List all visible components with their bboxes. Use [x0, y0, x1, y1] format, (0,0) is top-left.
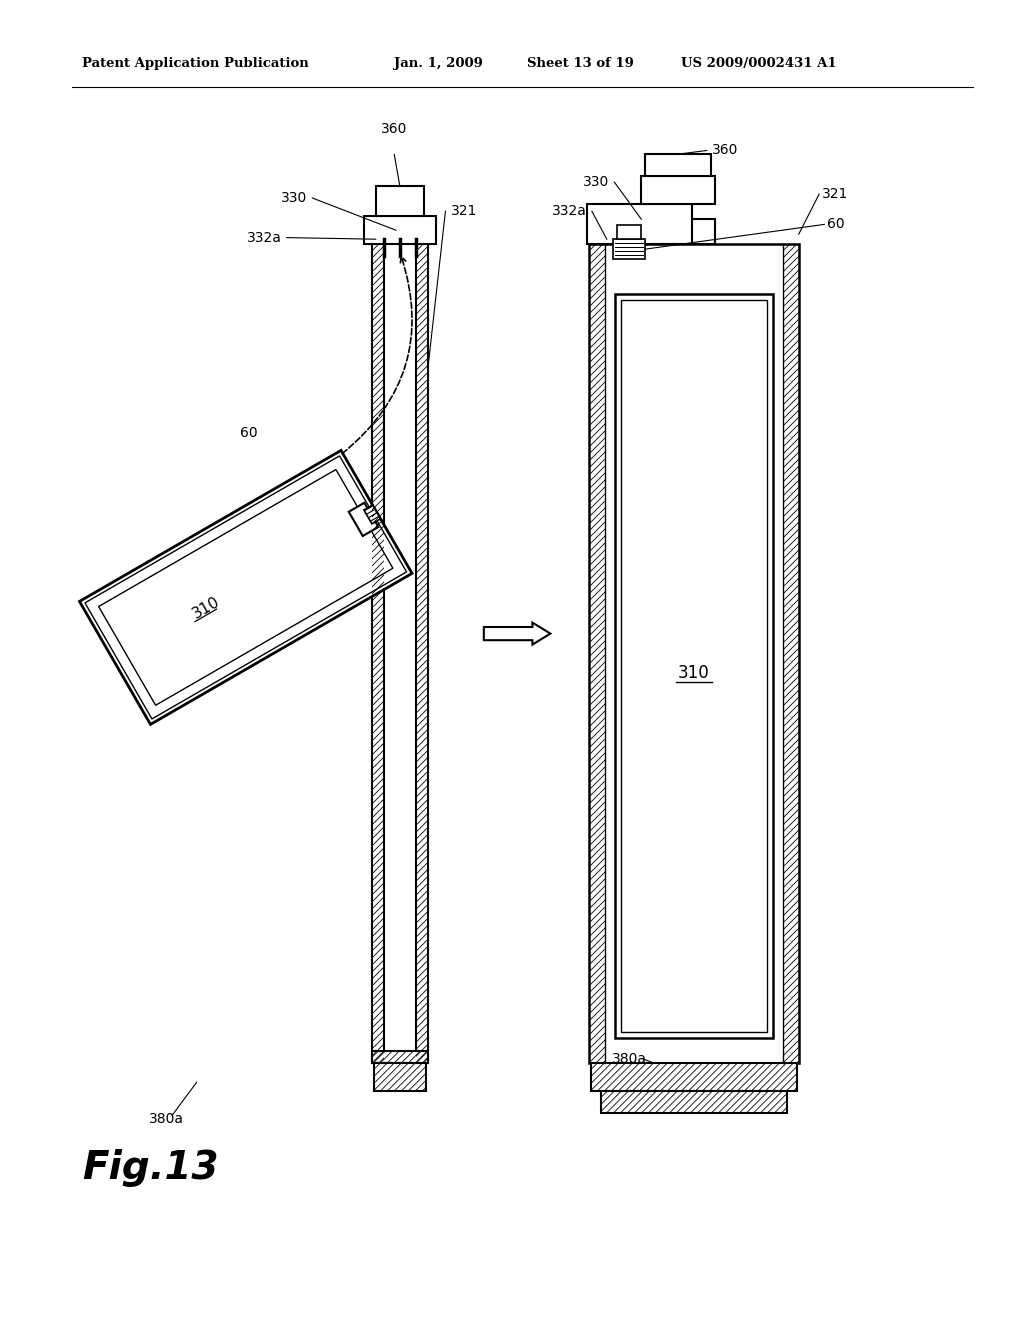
Text: 330: 330: [281, 191, 307, 205]
Bar: [374, 1063, 426, 1090]
Text: 380a: 380a: [148, 1113, 183, 1126]
Bar: [376, 186, 424, 216]
Bar: [364, 216, 436, 244]
Bar: [645, 154, 711, 176]
Bar: [591, 1063, 797, 1090]
Text: 332a: 332a: [552, 205, 587, 218]
Text: 332a: 332a: [247, 231, 282, 244]
Bar: [614, 294, 773, 1038]
Text: Fig.13: Fig.13: [82, 1150, 218, 1187]
Bar: [364, 506, 381, 524]
Text: 321: 321: [822, 187, 849, 201]
Text: 360: 360: [381, 123, 408, 136]
FancyArrow shape: [484, 623, 551, 644]
Text: 321: 321: [451, 205, 477, 218]
Bar: [349, 503, 378, 536]
Bar: [589, 219, 715, 244]
Bar: [616, 226, 641, 239]
Bar: [372, 1051, 428, 1063]
Text: 60: 60: [827, 218, 845, 231]
Text: Sheet 13 of 19: Sheet 13 of 19: [527, 57, 634, 70]
Bar: [612, 239, 645, 259]
Text: US 2009/0002431 A1: US 2009/0002431 A1: [681, 57, 837, 70]
Text: 310: 310: [678, 664, 710, 682]
Bar: [587, 205, 692, 244]
Text: Jan. 1, 2009: Jan. 1, 2009: [394, 57, 483, 70]
Text: 310: 310: [189, 594, 222, 622]
Bar: [372, 244, 384, 1063]
Bar: [621, 300, 767, 1032]
Text: 60: 60: [241, 426, 258, 440]
Bar: [641, 176, 715, 205]
Bar: [416, 244, 428, 1063]
Bar: [98, 470, 393, 705]
Text: 360: 360: [712, 144, 738, 157]
Bar: [85, 455, 407, 719]
Text: 380a: 380a: [612, 1052, 647, 1065]
Text: 330: 330: [583, 176, 609, 189]
Bar: [80, 450, 412, 725]
Bar: [589, 244, 799, 1063]
Bar: [601, 1090, 786, 1113]
Text: Patent Application Publication: Patent Application Publication: [82, 57, 308, 70]
